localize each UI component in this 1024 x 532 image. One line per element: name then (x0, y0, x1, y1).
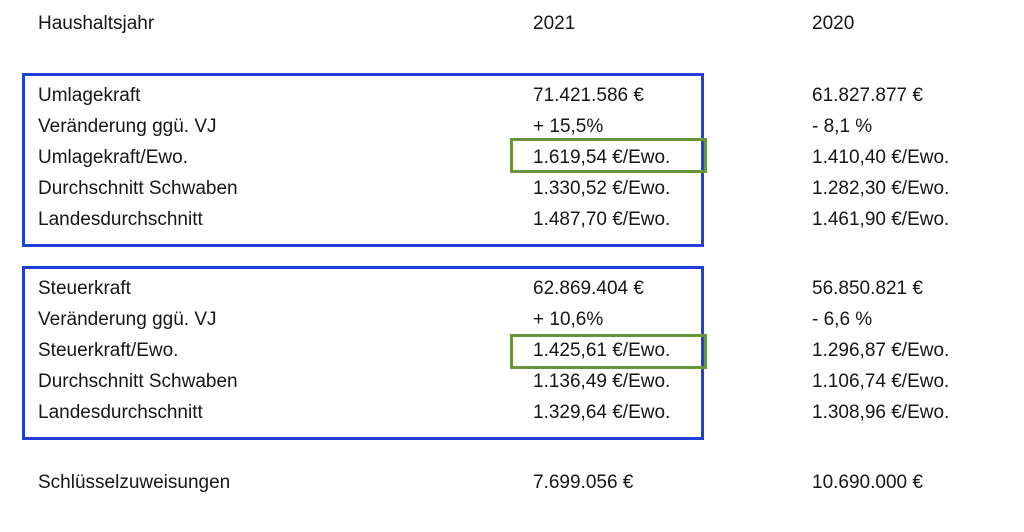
row-label: Steuerkraft (38, 278, 131, 299)
row-schluesselzuweisungen: Schlüsselzuweisungen 7.699.056 € 10.690.… (0, 472, 1024, 493)
value-2021: 7.699.056 € (533, 472, 634, 493)
value-2020: 1.282,30 €/Ewo. (812, 178, 950, 199)
value-2020: 1.296,87 €/Ewo. (812, 340, 950, 361)
value-2020: 1.106,74 €/Ewo. (812, 371, 950, 392)
row-label: Landesdurchschnitt (38, 402, 203, 423)
value-2020: 1.461,90 €/Ewo. (812, 209, 950, 230)
row-label: Steuerkraft/Ewo. (38, 340, 179, 361)
value-2020: - 8,1 % (812, 116, 873, 137)
steuerkraft-highlight-box (22, 266, 704, 440)
row-label: Durchschnitt Schwaben (38, 371, 238, 392)
row-steuerkraft-ewo: Steuerkraft/Ewo. 1.425,61 €/Ewo. 1.296,8… (0, 340, 1024, 361)
value-2021: 62.869.404 € (533, 278, 644, 299)
value-2020: 10.690.000 € (812, 472, 923, 493)
value-2021: 1.425,61 €/Ewo. (533, 340, 671, 361)
row-label: Landesdurchschnitt (38, 209, 203, 230)
row-label: Veränderung ggü. VJ (38, 309, 217, 330)
row-label: Umlagekraft (38, 85, 141, 106)
value-2020: 1.308,96 €/Ewo. (812, 402, 950, 423)
header-haushaltsjahr: Haushaltsjahr (38, 13, 155, 34)
row-landesdurchschnitt-steuerkraft: Landesdurchschnitt 1.329,64 €/Ewo. 1.308… (0, 402, 1024, 423)
row-label: Veränderung ggü. VJ (38, 116, 217, 137)
value-2020: 56.850.821 € (812, 278, 923, 299)
value-2020: 1.410,40 €/Ewo. (812, 147, 950, 168)
value-2021: 1.619,54 €/Ewo. (533, 147, 671, 168)
value-2021: 1.136,49 €/Ewo. (533, 371, 671, 392)
value-2021: 1.487,70 €/Ewo. (533, 209, 671, 230)
value-2021: 71.421.586 € (533, 85, 644, 106)
row-durchschnitt-schwaben-umlagekraft: Durchschnitt Schwaben 1.330,52 €/Ewo. 1.… (0, 178, 1024, 199)
value-2021: 1.330,52 €/Ewo. (533, 178, 671, 199)
value-2020: 61.827.877 € (812, 85, 923, 106)
value-2021: + 10,6% (533, 309, 604, 330)
value-2021: + 15,5% (533, 116, 604, 137)
row-label: Umlagekraft/Ewo. (38, 147, 188, 168)
row-landesdurchschnitt-umlagekraft: Landesdurchschnitt 1.487,70 €/Ewo. 1.461… (0, 209, 1024, 230)
row-label: Durchschnitt Schwaben (38, 178, 238, 199)
row-veraenderung-steuerkraft: Veränderung ggü. VJ + 10,6% - 6,6 % (0, 309, 1024, 330)
row-umlagekraft-ewo: Umlagekraft/Ewo. 1.619,54 €/Ewo. 1.410,4… (0, 147, 1024, 168)
umlagekraft-ewo-2021-highlight-box (510, 138, 707, 173)
row-umlagekraft: Umlagekraft 71.421.586 € 61.827.877 € (0, 85, 1024, 106)
value-2021: 1.329,64 €/Ewo. (533, 402, 671, 423)
steuerkraft-ewo-2021-highlight-box (510, 334, 707, 369)
header-year-2020: 2020 (812, 13, 855, 34)
umlagekraft-highlight-box (22, 73, 704, 247)
header-year-2021: 2021 (533, 13, 576, 34)
row-veraenderung-umlagekraft: Veränderung ggü. VJ + 15,5% - 8,1 % (0, 116, 1024, 137)
row-durchschnitt-schwaben-steuerkraft: Durchschnitt Schwaben 1.136,49 €/Ewo. 1.… (0, 371, 1024, 392)
row-steuerkraft: Steuerkraft 62.869.404 € 56.850.821 € (0, 278, 1024, 299)
row-label: Schlüsselzuweisungen (38, 472, 231, 493)
table-header-row: Haushaltsjahr 2021 2020 (0, 13, 1024, 34)
value-2020: - 6,6 % (812, 309, 873, 330)
